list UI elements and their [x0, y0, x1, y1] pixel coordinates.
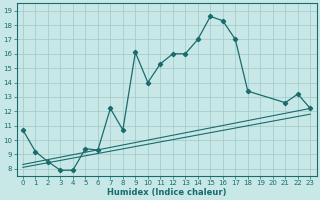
X-axis label: Humidex (Indice chaleur): Humidex (Indice chaleur): [107, 188, 226, 197]
